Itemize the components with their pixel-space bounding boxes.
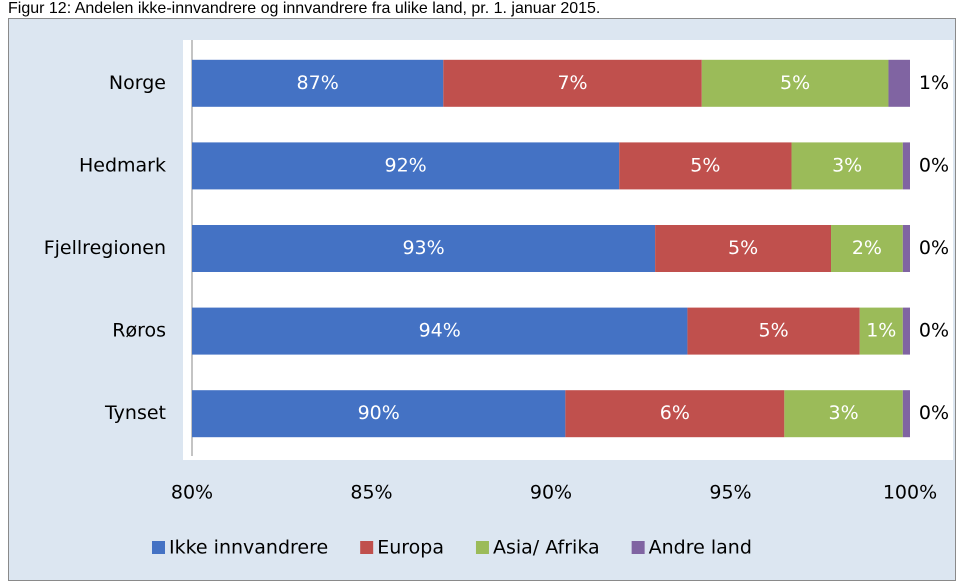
data-label: 7% xyxy=(557,72,587,94)
bar-segment xyxy=(701,59,889,107)
bar-segment xyxy=(784,390,903,438)
bar-segment xyxy=(192,142,620,190)
data-label: 87% xyxy=(297,72,339,94)
legend-swatch xyxy=(631,541,645,554)
x-tick-label: 80% xyxy=(171,482,213,504)
data-label: 2% xyxy=(852,237,882,259)
y-tick-label: Hedmark xyxy=(79,154,166,176)
data-label: 92% xyxy=(384,154,426,176)
x-tick-label: 95% xyxy=(709,482,751,504)
legend-label: Andre land xyxy=(649,537,752,559)
x-tick-label: 85% xyxy=(350,482,392,504)
data-label: 5% xyxy=(780,72,810,94)
bar-segment xyxy=(902,307,910,355)
bar-segment xyxy=(859,307,903,355)
bar-segment xyxy=(687,307,860,355)
data-label: 1% xyxy=(919,72,949,94)
bar-segment xyxy=(192,225,656,272)
data-label: 0% xyxy=(919,237,949,259)
legend-swatch xyxy=(360,541,374,554)
chart-title: Figur 12: Andelen ikke-innvandrere og in… xyxy=(8,0,600,17)
bar-segment xyxy=(902,225,910,272)
legend-label: Asia/ Afrika xyxy=(493,537,600,559)
y-tick-label: Røros xyxy=(112,320,166,342)
data-label: 3% xyxy=(829,402,859,424)
bar-segment xyxy=(619,142,792,190)
bar-segment xyxy=(655,225,832,272)
data-label: 1% xyxy=(866,320,896,342)
bar-segment xyxy=(888,59,910,107)
data-label: 5% xyxy=(690,154,720,176)
data-label: 94% xyxy=(419,320,461,342)
data-label: 3% xyxy=(832,154,862,176)
data-label: 5% xyxy=(728,237,758,259)
bar-segment xyxy=(902,142,910,190)
x-tick-label: 100% xyxy=(883,482,937,504)
legend-label: Europa xyxy=(377,537,444,559)
bar-segment xyxy=(192,59,444,107)
data-label: 0% xyxy=(919,320,949,342)
legend-label: Ikke innvandrere xyxy=(169,537,328,559)
data-label: 90% xyxy=(358,402,400,424)
y-tick-label: Tynset xyxy=(104,402,166,424)
data-label: 0% xyxy=(919,154,949,176)
y-tick-label: Fjellregionen xyxy=(44,237,166,259)
data-label: 5% xyxy=(759,320,789,342)
bar-segment xyxy=(565,390,785,438)
bars xyxy=(192,59,910,438)
bar-segment xyxy=(192,390,566,438)
legend-swatch xyxy=(475,541,489,554)
x-tick-label: 90% xyxy=(530,482,572,504)
bar-segment xyxy=(192,307,688,355)
y-tick-label: Norge xyxy=(109,72,166,94)
bar-segment xyxy=(831,225,903,272)
data-label: 6% xyxy=(660,402,690,424)
data-label: 93% xyxy=(402,237,444,259)
legend-swatch xyxy=(152,541,165,554)
bar-segment xyxy=(443,59,702,107)
data-label: 0% xyxy=(919,402,949,424)
bar-segment xyxy=(902,390,910,438)
bar-segment xyxy=(791,142,903,190)
